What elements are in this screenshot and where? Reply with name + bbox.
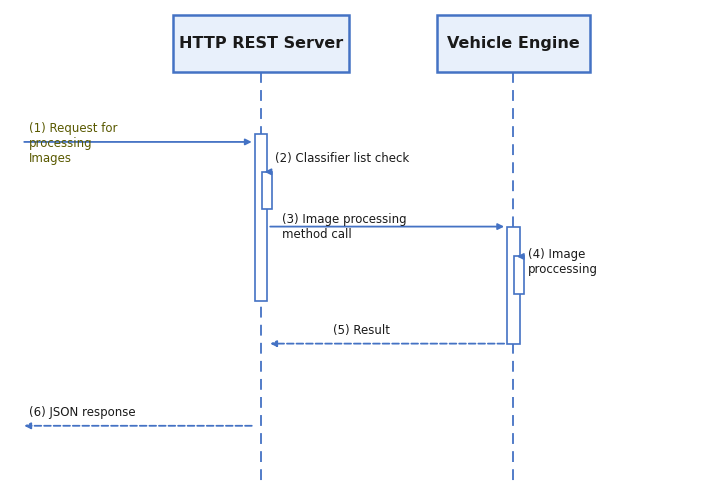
Bar <box>514 256 524 294</box>
Bar <box>173 15 349 72</box>
Text: (6) JSON response: (6) JSON response <box>29 406 135 419</box>
Text: HTTP REST Server: HTTP REST Server <box>179 36 343 51</box>
Text: (2) Classifier list check: (2) Classifier list check <box>275 152 410 165</box>
Bar <box>507 227 520 344</box>
Bar <box>436 15 590 72</box>
Text: (4) Image
proccessing: (4) Image proccessing <box>528 248 598 275</box>
Text: (1) Request for
processing
Images: (1) Request for processing Images <box>29 122 117 165</box>
Text: (5) Result: (5) Result <box>332 324 390 337</box>
Bar <box>262 172 272 209</box>
Bar <box>255 134 267 301</box>
Text: Vehicle Engine: Vehicle Engine <box>447 36 580 51</box>
Text: (3) Image processing
method call: (3) Image processing method call <box>282 213 407 241</box>
